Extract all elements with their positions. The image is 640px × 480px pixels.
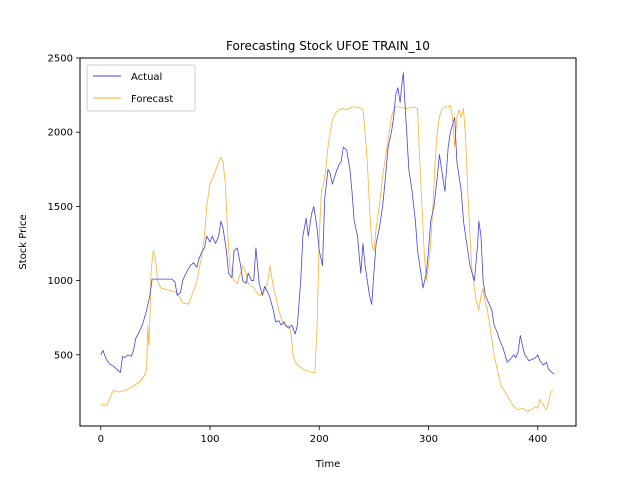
chart-title: Forecasting Stock UFOE TRAIN_10	[226, 39, 430, 53]
y-tick-label: 1500	[48, 202, 73, 213]
y-tick-label: 1000	[48, 276, 73, 287]
x-tick-label: 400	[528, 434, 547, 445]
y-axis-label: Stock Price	[18, 214, 29, 269]
plot-area	[100, 72, 555, 412]
series-line-actual	[100, 72, 555, 375]
legend: Actual Forecast	[86, 64, 196, 112]
y-tick-label: 2500	[48, 54, 73, 65]
x-axis-ticks: 0 100 200 300 400	[98, 426, 547, 445]
y-tick-label: 2000	[48, 128, 73, 139]
y-axis-ticks: 500 1000 1500 2000 2500	[48, 54, 80, 361]
x-axis-label: Time	[315, 459, 340, 470]
x-tick-label: 300	[419, 434, 438, 445]
y-tick-label: 500	[54, 350, 73, 361]
legend-label-actual: Actual	[131, 72, 162, 83]
x-tick-label: 0	[98, 434, 104, 445]
axes-frame	[79, 57, 577, 427]
x-tick-label: 200	[310, 434, 329, 445]
x-tick-label: 100	[200, 434, 219, 445]
legend-label-forecast: Forecast	[131, 94, 173, 105]
series-line-forecast	[100, 105, 554, 412]
